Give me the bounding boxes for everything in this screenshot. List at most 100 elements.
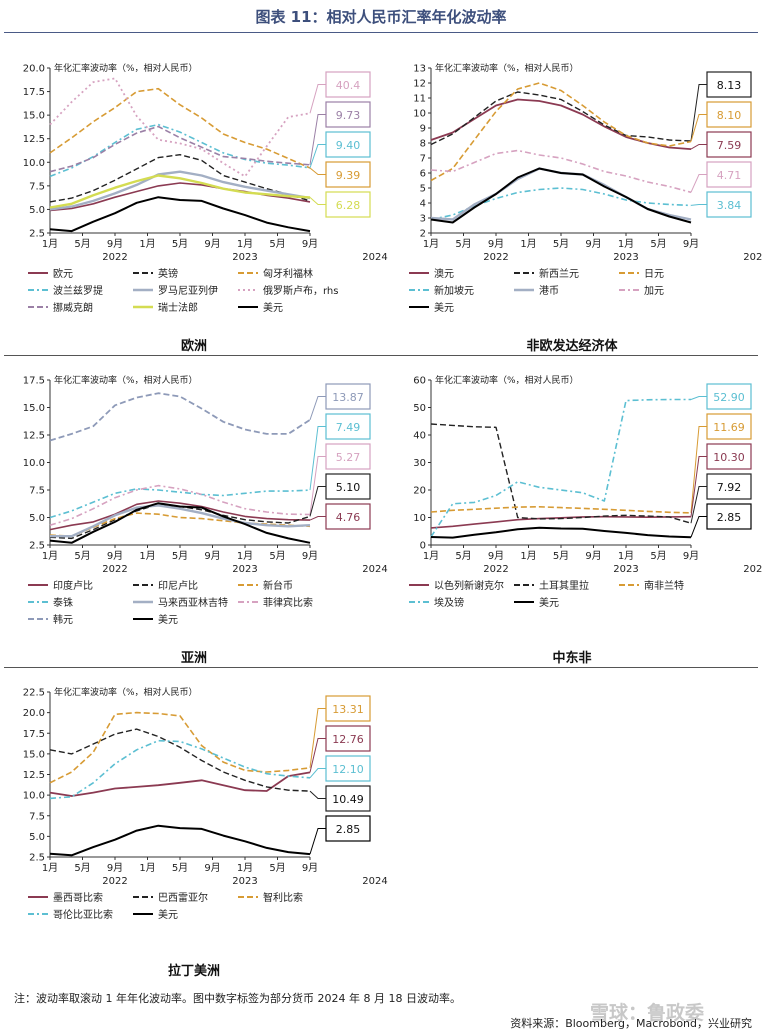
legend-label: 美元: [539, 596, 559, 609]
y-tick-label: 10: [413, 513, 426, 524]
y-tick-label: 8: [420, 139, 426, 150]
y-tick-label: 15.0: [23, 111, 45, 122]
x-tick-label: 9月: [683, 238, 699, 250]
legend-label: 日元: [644, 269, 664, 280]
y-tick-label: 2.5: [29, 853, 45, 864]
legend-label: 泰铢: [53, 596, 73, 609]
callout-box: [325, 413, 371, 440]
y-tick-label: 17.5: [23, 87, 45, 98]
value-label: 9.40: [336, 139, 361, 152]
callout-box: [706, 443, 752, 470]
value-label: 5.27: [336, 451, 361, 464]
value-label: 40.4: [336, 79, 361, 92]
legend-label: 澳元: [434, 267, 454, 280]
series-line: [49, 125, 311, 173]
series-line: [430, 506, 692, 514]
y-axis-label: 年化汇率波动率（%，相对人民币）: [54, 686, 198, 698]
x-tick-label: 9月: [302, 238, 318, 250]
callout-box: [325, 161, 371, 188]
legend-label: 菲律宾比索: [263, 596, 313, 609]
watermark: 雪球：鲁政委: [590, 1002, 705, 1024]
value-label: 2.85: [717, 511, 742, 524]
callout-box: [325, 383, 371, 410]
x-tick-label: 5月: [269, 550, 285, 562]
year-label: 2024: [743, 252, 762, 263]
callout-box: [325, 71, 371, 98]
chart-asia: 年化汇率波动率（%，相对人民币） 2.5 5.0 7.5 10.0 12.5 15.0 17.…: [23, 374, 388, 626]
callout-box: [325, 131, 371, 158]
callout-leader: [690, 114, 707, 142]
legend-label: 墨西哥比索: [53, 891, 103, 904]
legend-label: 巴西雷亚尔: [158, 891, 208, 904]
year-label: 2023: [613, 252, 638, 263]
callout-box: [325, 815, 371, 842]
series-line: [430, 91, 692, 146]
x-tick-label: 1月: [520, 550, 536, 562]
chart-latam: 年化汇率波动率（%，相对人民币） 2.5 5.0 7.5 10.0 12.5 15.0 17.…: [23, 686, 388, 921]
series-line: [49, 87, 311, 169]
x-tick-label: 5月: [269, 862, 285, 874]
y-tick-label: 10.0: [23, 458, 45, 469]
footnote: 注：波动率取滚动 1 年年化波动率。图中数字标签为部分货币 2024 年 8 月…: [14, 992, 461, 1005]
x-tick-label: 9月: [107, 238, 123, 250]
y-tick-label: 60: [413, 376, 426, 387]
year-label: 2024: [743, 564, 762, 575]
y-tick-label: 2.5: [29, 541, 45, 552]
legend-label: 罗马尼亚列伊: [158, 284, 218, 297]
legend-label: 哥伦比亚比索: [53, 908, 113, 921]
series-line: [430, 423, 692, 524]
callout-leader: [309, 84, 326, 114]
x-tick-label: 9月: [683, 550, 699, 562]
legend-label: 瑞士法郎: [158, 301, 198, 314]
callout-leader: [309, 396, 326, 421]
series-line: [49, 77, 311, 178]
source-note: 资料来源：Bloomberg，Macrobond，兴业研究: [510, 1017, 752, 1030]
series-line: [430, 98, 692, 150]
y-tick-label: 7.5: [29, 811, 45, 822]
series-line: [430, 187, 692, 221]
legend-label: 美元: [434, 301, 454, 314]
series-line: [49, 500, 311, 531]
chart-non-europe: 年化汇率波动率（%，相对人民币） 2 3 4 5 6 7 8 9 10 11 12 13 1月 5月 9月 1月…: [409, 62, 762, 314]
y-tick-label: 7: [420, 154, 426, 165]
x-tick-label: 1月: [423, 550, 439, 562]
legend-label: 挪威克朗: [53, 301, 93, 314]
legend-label: 以色列新谢克尔: [434, 579, 504, 592]
y-tick-label: 12.5: [23, 770, 45, 781]
y-tick-label: 50: [413, 403, 426, 414]
y-tick-label: 17.5: [23, 376, 45, 387]
legend-label: 印尼卢比: [158, 579, 198, 592]
x-tick-label: 5月: [455, 238, 471, 250]
callout-leader: [309, 768, 326, 779]
value-label: 9.73: [336, 109, 361, 122]
y-tick-label: 7.5: [29, 181, 45, 192]
legend-label: 美元: [158, 908, 178, 921]
callout-leader: [690, 174, 707, 193]
series-line: [49, 824, 311, 857]
legend-label: 埃及镑: [434, 596, 464, 609]
year-label: 2024: [362, 252, 387, 263]
x-tick-label: 1月: [237, 238, 253, 250]
legend-label: 南非兰特: [644, 579, 684, 592]
y-tick-label: 2.5: [29, 229, 45, 240]
legend-label: 新加坡元: [434, 284, 474, 297]
callout-leader: [309, 516, 326, 521]
callout-box: [706, 101, 752, 128]
title-rule: [4, 32, 758, 33]
series-line: [430, 526, 692, 539]
x-tick-label: 5月: [172, 238, 188, 250]
series-line: [49, 711, 311, 784]
callout-leader: [690, 456, 707, 517]
value-label: 2.85: [336, 823, 361, 836]
series-line: [430, 167, 692, 221]
value-label: 9.39: [336, 169, 361, 182]
series-line: [430, 149, 692, 194]
chart-mena: 年化汇率波动率（%，相对人民币） 0 10 20 30 40 50 60 1月 5月 9月 1月 5月 9…: [409, 374, 762, 609]
y-tick-label: 10.0: [23, 791, 45, 802]
y-axis-label: 年化汇率波动率（%，相对人民币）: [54, 374, 198, 386]
legend-label: 英镑: [158, 267, 178, 280]
x-tick-label: 9月: [302, 550, 318, 562]
legend-label: 韩元: [53, 613, 73, 626]
x-tick-label: 9月: [204, 862, 220, 874]
x-tick-label: 1月: [520, 238, 536, 250]
